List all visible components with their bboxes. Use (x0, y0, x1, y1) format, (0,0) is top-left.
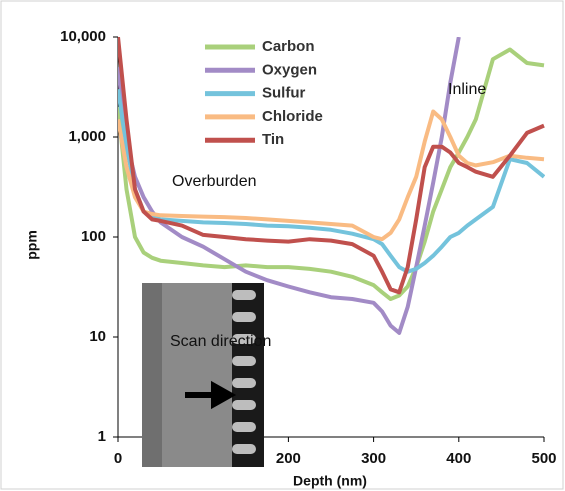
annotation: Overburden (172, 173, 257, 190)
series-line (118, 37, 545, 295)
y-tick-label: 10,000 (60, 28, 106, 45)
inset-edge (142, 283, 162, 467)
annotation: Scan direction (170, 333, 271, 350)
series-line (118, 109, 545, 242)
x-axis-title: Depth (nm) (293, 473, 367, 489)
inset-lines (232, 290, 256, 454)
annotation: Inline (448, 81, 486, 98)
plot-lines (118, 37, 545, 335)
legend-label: Chloride (262, 108, 323, 125)
inset-image (142, 283, 264, 467)
legend-label: Oxygen (262, 61, 317, 78)
x-tick-label: 300 (361, 450, 386, 467)
x-tick-label: 200 (276, 450, 301, 467)
y-axis-title: ppm (24, 230, 40, 260)
x-tick-label: 400 (446, 450, 471, 467)
y-tick-label: 10 (89, 328, 106, 345)
legend-label: Sulfur (262, 85, 305, 102)
scan-arrow (185, 380, 237, 410)
series-line (118, 47, 545, 301)
inset-trench (232, 283, 264, 467)
x-tick-label: 0 (114, 450, 122, 467)
y-tick-label: 1,000 (68, 128, 106, 145)
labels: Overburden Inline Scan direction Depth (… (24, 38, 487, 489)
legend-label: Carbon (262, 38, 315, 55)
x-tick-label: 500 (531, 450, 556, 467)
y-tick-label: 1 (98, 428, 106, 445)
y-tick-label: 100 (81, 228, 106, 245)
legend-label: Tin (262, 131, 284, 148)
